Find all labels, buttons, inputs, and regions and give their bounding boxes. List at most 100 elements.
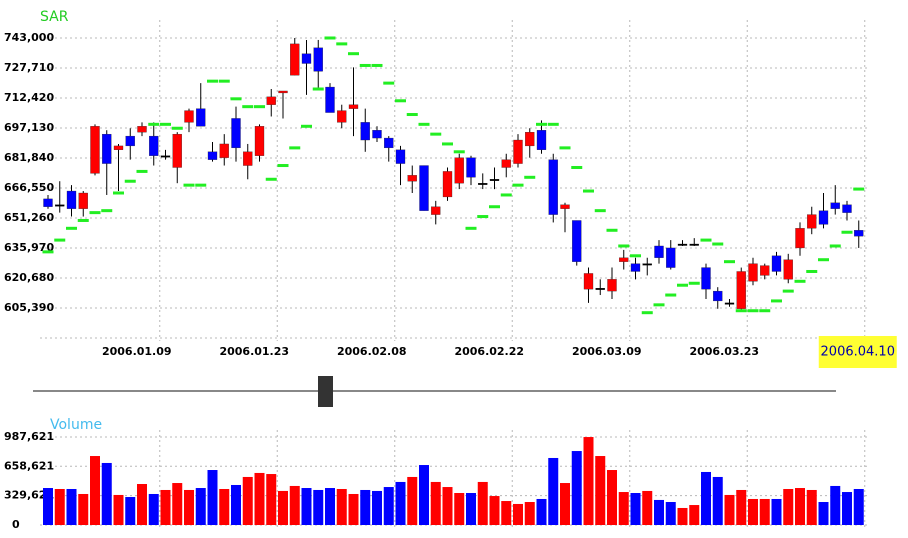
candle-body <box>478 183 488 185</box>
volume-bar <box>66 488 77 525</box>
sar-dash <box>453 150 465 154</box>
volume-bar <box>513 503 523 525</box>
candle-body <box>713 290 723 302</box>
volume-bar <box>78 493 89 525</box>
candle-body <box>172 133 182 168</box>
candle-body <box>160 155 171 158</box>
candle-body <box>102 133 112 164</box>
volume-bar <box>795 488 805 525</box>
volume-bar <box>759 498 770 525</box>
candle-body <box>55 204 65 207</box>
candle-body <box>301 53 312 64</box>
volume-bar <box>137 484 147 525</box>
sar-dash <box>113 191 124 195</box>
candle-body <box>654 245 664 258</box>
sar-dash <box>853 187 865 191</box>
candle-body <box>266 96 276 105</box>
sar-dash <box>641 311 653 315</box>
sar-dash <box>183 183 195 187</box>
sar-dash <box>289 146 301 150</box>
sar-dash <box>677 283 688 287</box>
sar-dash <box>383 81 395 85</box>
sar-dash <box>277 164 289 168</box>
volume-bar <box>607 470 617 525</box>
volume-bar <box>172 483 183 525</box>
candle-body <box>724 302 735 305</box>
volume-bar <box>818 502 829 525</box>
sar-dash <box>136 169 148 173</box>
candle-body <box>513 139 523 164</box>
sar-dash <box>101 209 113 213</box>
candle-body <box>125 135 135 147</box>
sar-dash <box>442 142 453 146</box>
volume-bar <box>806 489 817 525</box>
candle-body <box>748 263 758 282</box>
volume-bar <box>783 488 794 525</box>
sar-dash <box>301 124 312 128</box>
sar-dash <box>782 289 794 293</box>
cursor-label-box <box>818 336 897 368</box>
candle-body <box>783 259 793 280</box>
y-tick-label: 712,420 <box>4 91 54 104</box>
sar-dash <box>735 309 747 313</box>
volume-bar <box>454 493 465 525</box>
volume-bar <box>430 481 441 525</box>
candle-body <box>407 175 417 182</box>
sar-dash <box>124 179 136 183</box>
x-tick-label: 2006.03.23 <box>689 345 759 358</box>
sar-dash <box>794 279 806 283</box>
sar-dash <box>418 122 430 126</box>
volume-bar <box>348 493 359 525</box>
sar-dash <box>230 97 242 101</box>
sar-dash <box>524 175 536 179</box>
volume-bar <box>419 465 429 525</box>
scrollbar-thumb[interactable] <box>318 376 333 407</box>
sar-dash <box>571 165 583 169</box>
candle-body <box>278 90 288 94</box>
candle-body <box>66 190 77 209</box>
candle-body <box>196 108 206 127</box>
volume-bar <box>301 488 312 525</box>
candle-body <box>348 104 359 109</box>
volume-bar <box>724 494 735 525</box>
candle-body <box>525 132 535 147</box>
volume-bar <box>830 485 841 525</box>
volume-bar <box>536 498 547 525</box>
volume-bar <box>113 494 124 525</box>
sar-dash <box>242 105 254 109</box>
sar-dash <box>265 177 277 181</box>
sar-dash <box>747 309 759 313</box>
y-tick-label: 620,680 <box>4 271 54 284</box>
candle-body <box>701 267 711 290</box>
volume-bar <box>395 481 406 525</box>
volume-bar <box>289 485 300 525</box>
candle-body <box>607 279 617 292</box>
volume-bar <box>184 489 194 525</box>
panel-title: Volume <box>50 417 102 433</box>
sar-dash <box>630 254 641 258</box>
sar-dash <box>665 293 677 297</box>
sar-dash <box>700 238 712 242</box>
volume-bar <box>748 498 758 525</box>
candle-body <box>736 271 746 309</box>
volume-bar <box>336 488 347 525</box>
volume-bar <box>148 493 159 525</box>
y-tick-label: 727,710 <box>4 61 54 74</box>
volume-bar <box>219 488 230 525</box>
volume-bar <box>407 476 418 525</box>
sar-dash <box>54 238 66 242</box>
sar-dash <box>594 209 606 213</box>
sar-dash <box>547 122 559 126</box>
sar-dash <box>395 99 406 103</box>
volume-bar <box>560 483 570 525</box>
candle-body <box>583 273 594 290</box>
sar-dash <box>653 303 665 307</box>
candle-body <box>290 43 300 76</box>
volume-bar <box>736 489 747 525</box>
volume-bar <box>278 490 288 525</box>
sar-dash <box>806 269 818 273</box>
volume-bar <box>477 481 488 525</box>
sar-dash <box>207 79 218 83</box>
sar-dash <box>512 183 524 187</box>
